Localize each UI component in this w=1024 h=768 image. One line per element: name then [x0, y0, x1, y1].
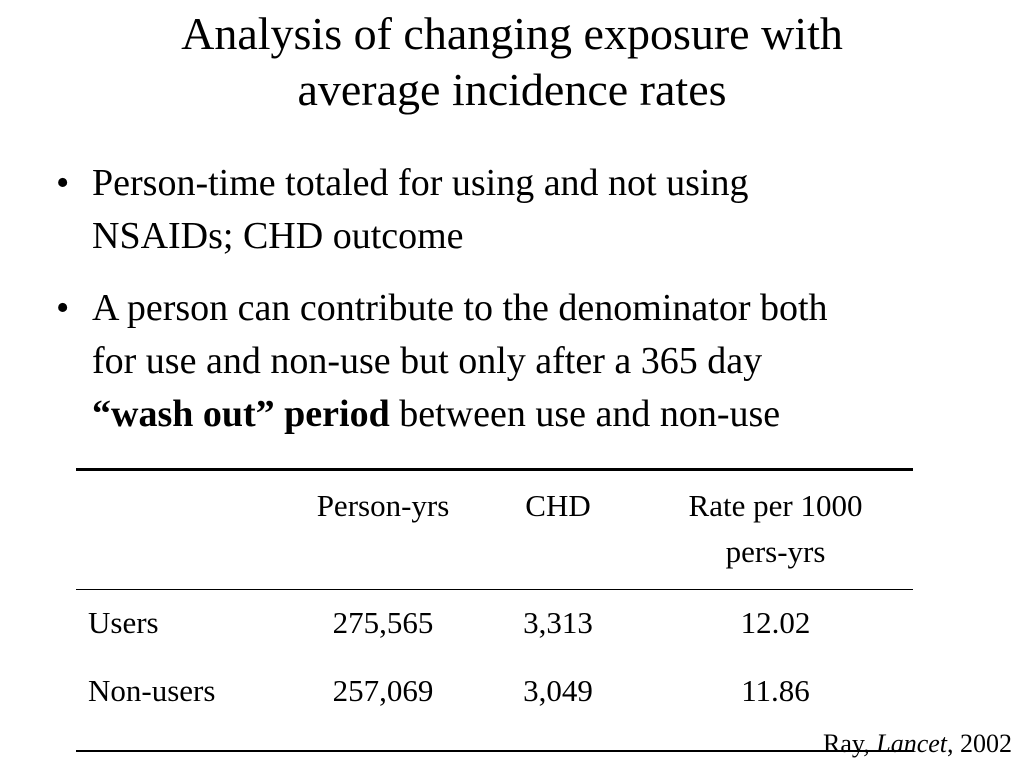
header-chd: CHD: [478, 469, 638, 590]
bullet-text: A person can contribute to the denominat…: [92, 282, 996, 441]
bullet-icon: •: [56, 162, 70, 204]
header-person-yrs: Person-yrs: [288, 469, 478, 590]
citation-year: , 2002: [947, 729, 1012, 758]
title-line-1: Analysis of changing exposure with: [181, 8, 843, 59]
table-row: Users 275,565 3,313 12.02: [76, 590, 913, 657]
bullet-item-person-time: • Person-time totaled for using and not …: [56, 157, 996, 263]
incidence-rate-table: Person-yrs CHD Rate per 1000 pers-yrs Us…: [76, 468, 913, 752]
wash-out-emphasis: “wash out” period: [92, 393, 390, 435]
header-rate: Rate per 1000 pers-yrs: [638, 469, 913, 590]
cell-person-yrs: 257,069: [332, 673, 434, 708]
bullet-line: A person can contribute to the denominat…: [92, 287, 828, 329]
cell-rate: 11.86: [741, 673, 810, 708]
table-header-row: Person-yrs CHD Rate per 1000 pers-yrs: [76, 469, 913, 590]
citation-author: Ray,: [823, 729, 877, 758]
cell-person-yrs: 275,565: [332, 605, 434, 640]
cell-chd: 3,049: [523, 673, 593, 708]
cell-chd: 3,313: [523, 605, 593, 640]
bullet-list: • Person-time totaled for using and not …: [56, 157, 996, 441]
header-rate-line-1: Rate per 1000: [688, 488, 863, 523]
bullet-line: NSAIDs; CHD outcome: [92, 215, 464, 257]
citation: Ray, Lancet, 2002: [823, 728, 1012, 760]
table-row: Non-users 257,069 3,049 11.86: [76, 656, 913, 751]
header-label: [76, 469, 288, 590]
bullet-line: Person-time totaled for using and not us…: [92, 162, 749, 204]
slide-title: Analysis of changing exposure with avera…: [0, 6, 1024, 118]
row-label: Non-users: [88, 673, 216, 708]
bullet-line: for use and non-use but only after a 365…: [92, 340, 763, 382]
row-label: Users: [88, 605, 159, 640]
bullet-text: Person-time totaled for using and not us…: [92, 157, 996, 263]
cell-rate: 12.02: [740, 605, 811, 640]
header-rate-line-2: pers-yrs: [725, 534, 826, 569]
bullet-icon: •: [56, 287, 70, 329]
citation-journal: Lancet: [876, 729, 947, 758]
bullet-item-denominator: • A person can contribute to the denomin…: [56, 282, 996, 441]
title-line-2: average incidence rates: [297, 64, 727, 115]
bullet-line: between use and non-use: [389, 393, 781, 435]
